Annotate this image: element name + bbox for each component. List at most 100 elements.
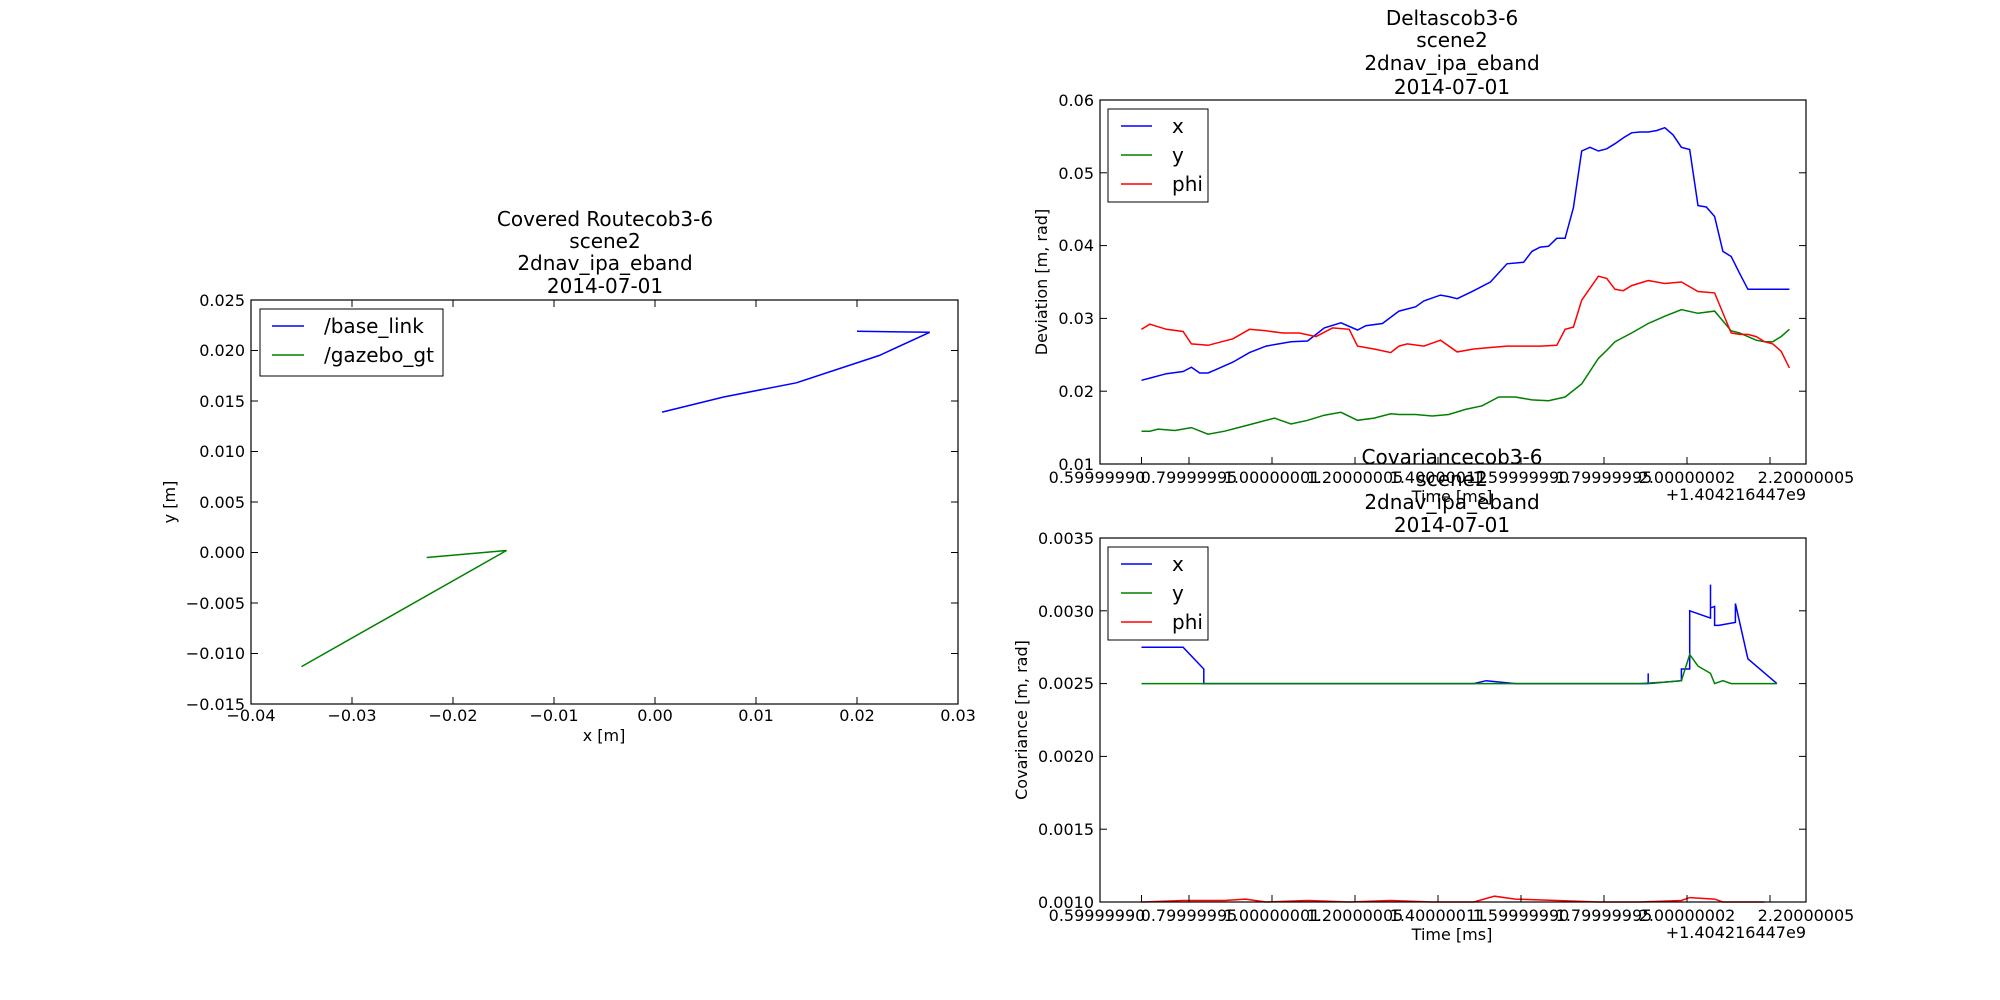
legend-label: phi bbox=[1172, 172, 1203, 196]
y-tick-marks bbox=[1100, 610, 1806, 830]
y-tick-label: 0.010 bbox=[199, 442, 245, 461]
y-tick-label: −0.010 bbox=[186, 644, 245, 663]
series-lines bbox=[1141, 126, 1791, 435]
x-tick-label: 1.79999995 bbox=[1556, 906, 1653, 925]
chart-title-line: 2dnav_ipa_eband bbox=[1364, 490, 1539, 514]
y-tick-label: 0.0015 bbox=[1038, 820, 1094, 839]
x-tick-labels: 0.59999990 0.79999995 1.00000001 1.20000… bbox=[1049, 468, 1855, 487]
y-tick-label: −0.005 bbox=[186, 594, 245, 613]
x-tick-labels: −0.04 −0.03 −0.02 −0.01 0.00 0.01 0.02 0… bbox=[226, 706, 975, 725]
y-tick-label: 0.005 bbox=[199, 493, 245, 512]
x-tick-label: 0.00 bbox=[637, 706, 673, 725]
y-tick-labels: 0.01 0.02 0.03 0.04 0.05 0.06 bbox=[1058, 91, 1094, 474]
chart-title-line: 2014-07-01 bbox=[1394, 513, 1510, 537]
chart-title-line: Covariancecob3-6 bbox=[1362, 445, 1543, 469]
x-axis-label: Time [ms] bbox=[1411, 925, 1493, 944]
x-tick-label: 1.59999990 bbox=[1473, 906, 1570, 925]
legend: x y phi bbox=[1107, 546, 1209, 641]
plot-frame bbox=[1099, 537, 1807, 903]
plot-area bbox=[1100, 100, 1806, 464]
legend: /base_link /gazebo_gt bbox=[259, 308, 444, 377]
series-line-x bbox=[1141, 126, 1790, 382]
chart-title-line: Deltascob3-6 bbox=[1386, 6, 1518, 30]
y-tick-labels: 0.0010 0.0015 0.0020 0.0025 0.0030 0.003… bbox=[1038, 529, 1094, 912]
legend-label: phi bbox=[1172, 610, 1203, 634]
x-tick-label: 0.01 bbox=[738, 706, 774, 725]
x-tick-label: −0.03 bbox=[327, 706, 376, 725]
y-axis-label: y [m] bbox=[160, 481, 179, 524]
legend-label: /base_link bbox=[324, 314, 424, 338]
y-tick-label: 0.04 bbox=[1058, 236, 1094, 255]
x-tick-label: 1.79999995 bbox=[1556, 468, 1653, 487]
series-line-y bbox=[1141, 652, 1777, 685]
x-axis-label: Time [ms] bbox=[1411, 487, 1493, 506]
x-axis-label: x [m] bbox=[583, 726, 626, 745]
series-line-base-link bbox=[661, 330, 931, 413]
chart-title-line: scene2 bbox=[569, 229, 640, 253]
x-tick-label: 1.00000001 bbox=[1224, 906, 1321, 925]
x-tick-label: 2.20000005 bbox=[1758, 906, 1855, 925]
x-tick-label: −0.04 bbox=[226, 706, 275, 725]
chart-title-line: scene2 bbox=[1416, 467, 1487, 491]
x-tick-label: 0.79999995 bbox=[1141, 906, 1238, 925]
y-tick-label: 0.03 bbox=[1058, 309, 1094, 328]
chart-title-line: scene2 bbox=[1416, 28, 1487, 52]
chart-title-line: 2014-07-01 bbox=[1394, 75, 1510, 99]
legend: x y phi bbox=[1107, 108, 1209, 203]
y-tick-label: 0.0020 bbox=[1038, 747, 1094, 766]
plot-area bbox=[1100, 538, 1806, 902]
series-line-phi bbox=[1141, 895, 1765, 903]
x-tick-label: 1.20000005 bbox=[1307, 906, 1404, 925]
y-tick-label: 0.0010 bbox=[1038, 893, 1094, 912]
x-tick-label: 2.00000002 bbox=[1639, 468, 1736, 487]
y-tick-label: 0.0035 bbox=[1038, 529, 1094, 548]
legend-label: x bbox=[1172, 114, 1184, 138]
x-offset-label: +1.404216447e9 bbox=[1666, 485, 1806, 504]
x-tick-labels: 0.59999990 0.79999995 1.00000001 1.20000… bbox=[1049, 906, 1855, 925]
legend-box bbox=[259, 308, 444, 377]
legend-label: /gazebo_gt bbox=[324, 343, 434, 367]
chart-title-line: 2dnav_ipa_eband bbox=[517, 251, 692, 275]
x-tick-label: 2.00000002 bbox=[1639, 906, 1736, 925]
x-tick-label: 1.40000011 bbox=[1390, 906, 1487, 925]
x-tick-label: 0.59999990 bbox=[1049, 468, 1146, 487]
y-tick-label: 0.000 bbox=[199, 543, 245, 562]
series-lines bbox=[301, 330, 931, 668]
chart-title-line: 2014-07-01 bbox=[547, 274, 663, 298]
x-tick-label: 1.20000005 bbox=[1307, 468, 1404, 487]
y-tick-label: 0.01 bbox=[1058, 455, 1094, 474]
x-tick-label: 1.00000001 bbox=[1224, 468, 1321, 487]
y-tick-labels: −0.015 −0.010 −0.005 0.000 0.005 0.010 0… bbox=[186, 291, 245, 714]
series-line-y bbox=[1141, 308, 1790, 435]
y-tick-label: 0.05 bbox=[1058, 164, 1094, 183]
series-line-phi bbox=[1141, 275, 1791, 369]
y-tick-label: −0.015 bbox=[186, 695, 245, 714]
x-tick-label: 0.79999995 bbox=[1141, 468, 1238, 487]
y-tick-marks bbox=[1100, 172, 1806, 392]
x-tick-label: −0.02 bbox=[428, 706, 477, 725]
x-tick-marks bbox=[1141, 895, 1771, 902]
legend-label: y bbox=[1172, 143, 1184, 167]
chart-title-line: 2dnav_ipa_eband bbox=[1364, 51, 1539, 75]
panel-covariance: Covariancecob3-6 scene2 2dnav_ipa_eband … bbox=[1012, 445, 1854, 944]
series-line-gazebo-gt bbox=[301, 549, 507, 668]
y-tick-label: 0.025 bbox=[199, 291, 245, 310]
x-tick-label: 0.59999990 bbox=[1049, 906, 1146, 925]
y-tick-label: 0.0030 bbox=[1038, 602, 1094, 621]
legend-label: y bbox=[1172, 581, 1184, 605]
x-tick-marks bbox=[250, 300, 959, 704]
x-tick-label: 1.40000011 bbox=[1390, 468, 1487, 487]
y-tick-label: 0.020 bbox=[199, 341, 245, 360]
x-tick-label: −0.01 bbox=[529, 706, 578, 725]
y-tick-label: 0.0025 bbox=[1038, 674, 1094, 693]
y-tick-label: 0.06 bbox=[1058, 91, 1094, 110]
panel-covered-route: Covered Routecob3-6 scene2 2dnav_ipa_eba… bbox=[160, 207, 976, 745]
x-tick-label: 0.02 bbox=[839, 706, 875, 725]
x-tick-label: 1.59999990 bbox=[1473, 468, 1570, 487]
legend-label: x bbox=[1172, 552, 1184, 576]
y-axis-label: Deviation [m, rad] bbox=[1032, 209, 1051, 355]
y-axis-label: Covariance [m, rad] bbox=[1012, 640, 1031, 800]
y-tick-label: 0.015 bbox=[199, 392, 245, 411]
panel-deltas: Deltascob3-6 scene2 2dnav_ipa_eband 2014… bbox=[1032, 6, 1854, 506]
